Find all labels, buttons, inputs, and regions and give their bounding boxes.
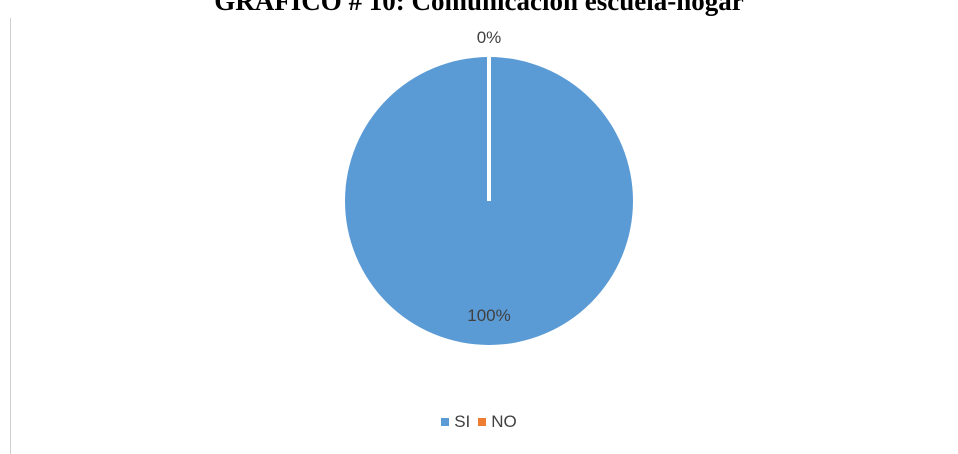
legend: SI NO <box>0 412 958 432</box>
chart-area-border <box>10 18 11 454</box>
data-label-si: 100% <box>467 306 510 325</box>
legend-label-no: NO <box>491 412 517 431</box>
legend-item-si: SI <box>441 412 470 432</box>
legend-swatch-si <box>441 418 450 426</box>
data-label-no: 0% <box>477 28 502 47</box>
chart-title: GRÁFICO # 10: Comunicación escuela-hogar <box>214 0 744 16</box>
legend-label-si: SI <box>454 412 471 431</box>
legend-swatch-no <box>478 418 487 426</box>
legend-item-no: NO <box>478 412 517 432</box>
